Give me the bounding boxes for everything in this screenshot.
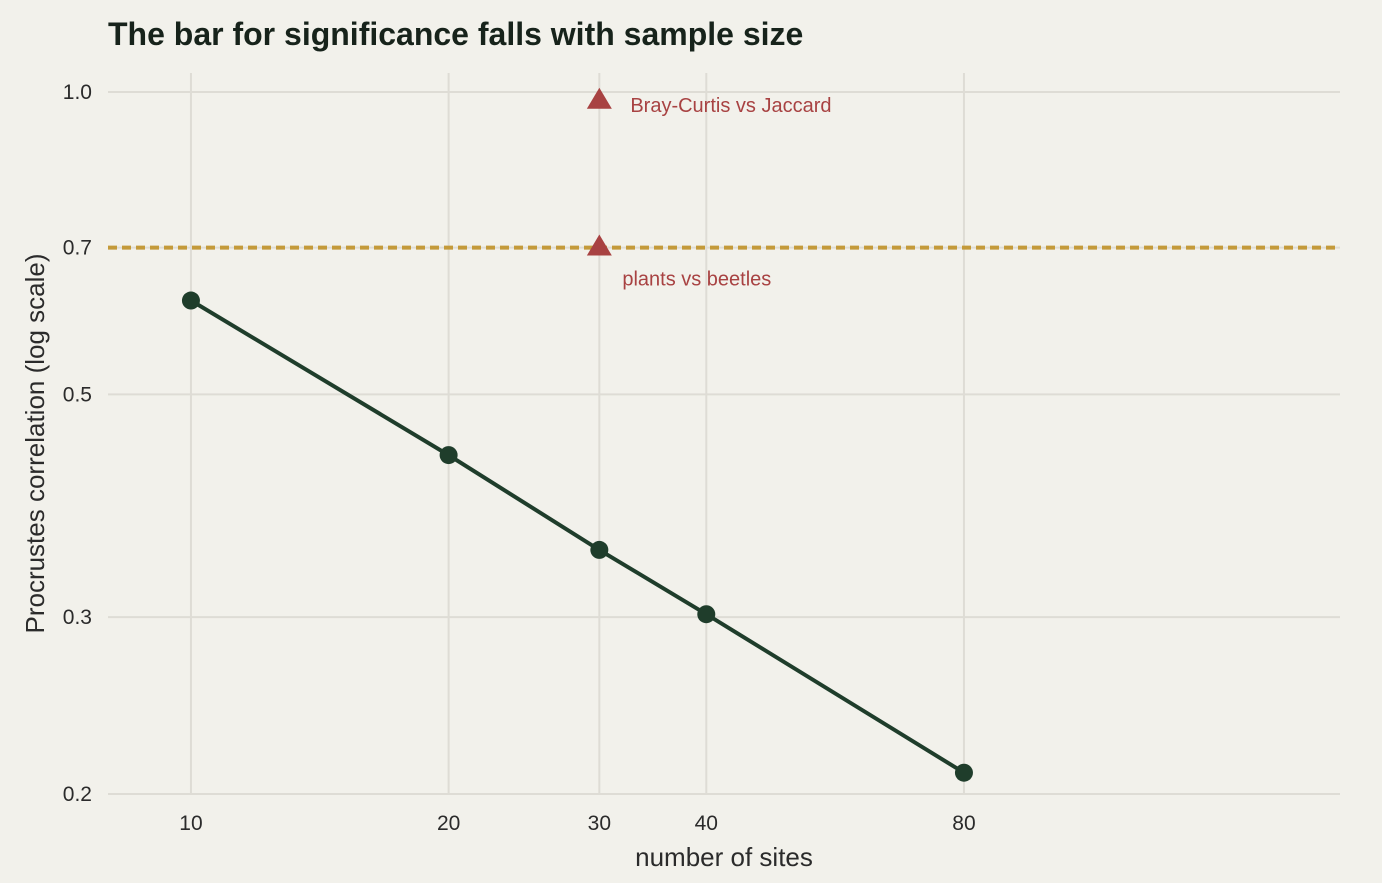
data-point <box>439 446 458 465</box>
series-line <box>189 298 966 775</box>
data-point <box>954 763 973 782</box>
annotation-label: Bray-Curtis vs Jaccard <box>630 95 831 117</box>
chart-title: The bar for significance falls with samp… <box>108 16 804 52</box>
annotation-label: plants vs beetles <box>622 269 771 291</box>
x-tick-label: 80 <box>952 812 975 835</box>
annotation-layer: Bray-Curtis vs Jaccard plants vs beetles <box>586 87 831 291</box>
grid-layer <box>108 73 1340 795</box>
data-point <box>697 605 716 624</box>
x-tick-label: 10 <box>179 812 202 835</box>
y-tick-label: 0.2 <box>63 783 92 806</box>
y-tick-label: 1.0 <box>63 81 92 104</box>
data-point <box>181 291 200 310</box>
annotation-triangle-marker <box>586 87 612 109</box>
data-point <box>590 540 609 559</box>
x-tick-label: 30 <box>588 812 611 835</box>
tick-label-layer: 0.2 0.3 0.5 0.7 1.0 10 20 30 40 80 <box>63 81 976 835</box>
x-tick-label: 40 <box>695 812 718 835</box>
series-layer <box>181 291 973 782</box>
y-axis-title: Procrustes correlation (log scale) <box>20 253 50 633</box>
x-axis-title: number of sites <box>635 842 813 872</box>
y-tick-label: 0.7 <box>63 237 92 260</box>
x-tick-label: 20 <box>437 812 460 835</box>
y-tick-label: 0.3 <box>63 606 92 629</box>
annotation-triangle-marker <box>586 234 612 256</box>
y-tick-label: 0.5 <box>63 383 92 406</box>
